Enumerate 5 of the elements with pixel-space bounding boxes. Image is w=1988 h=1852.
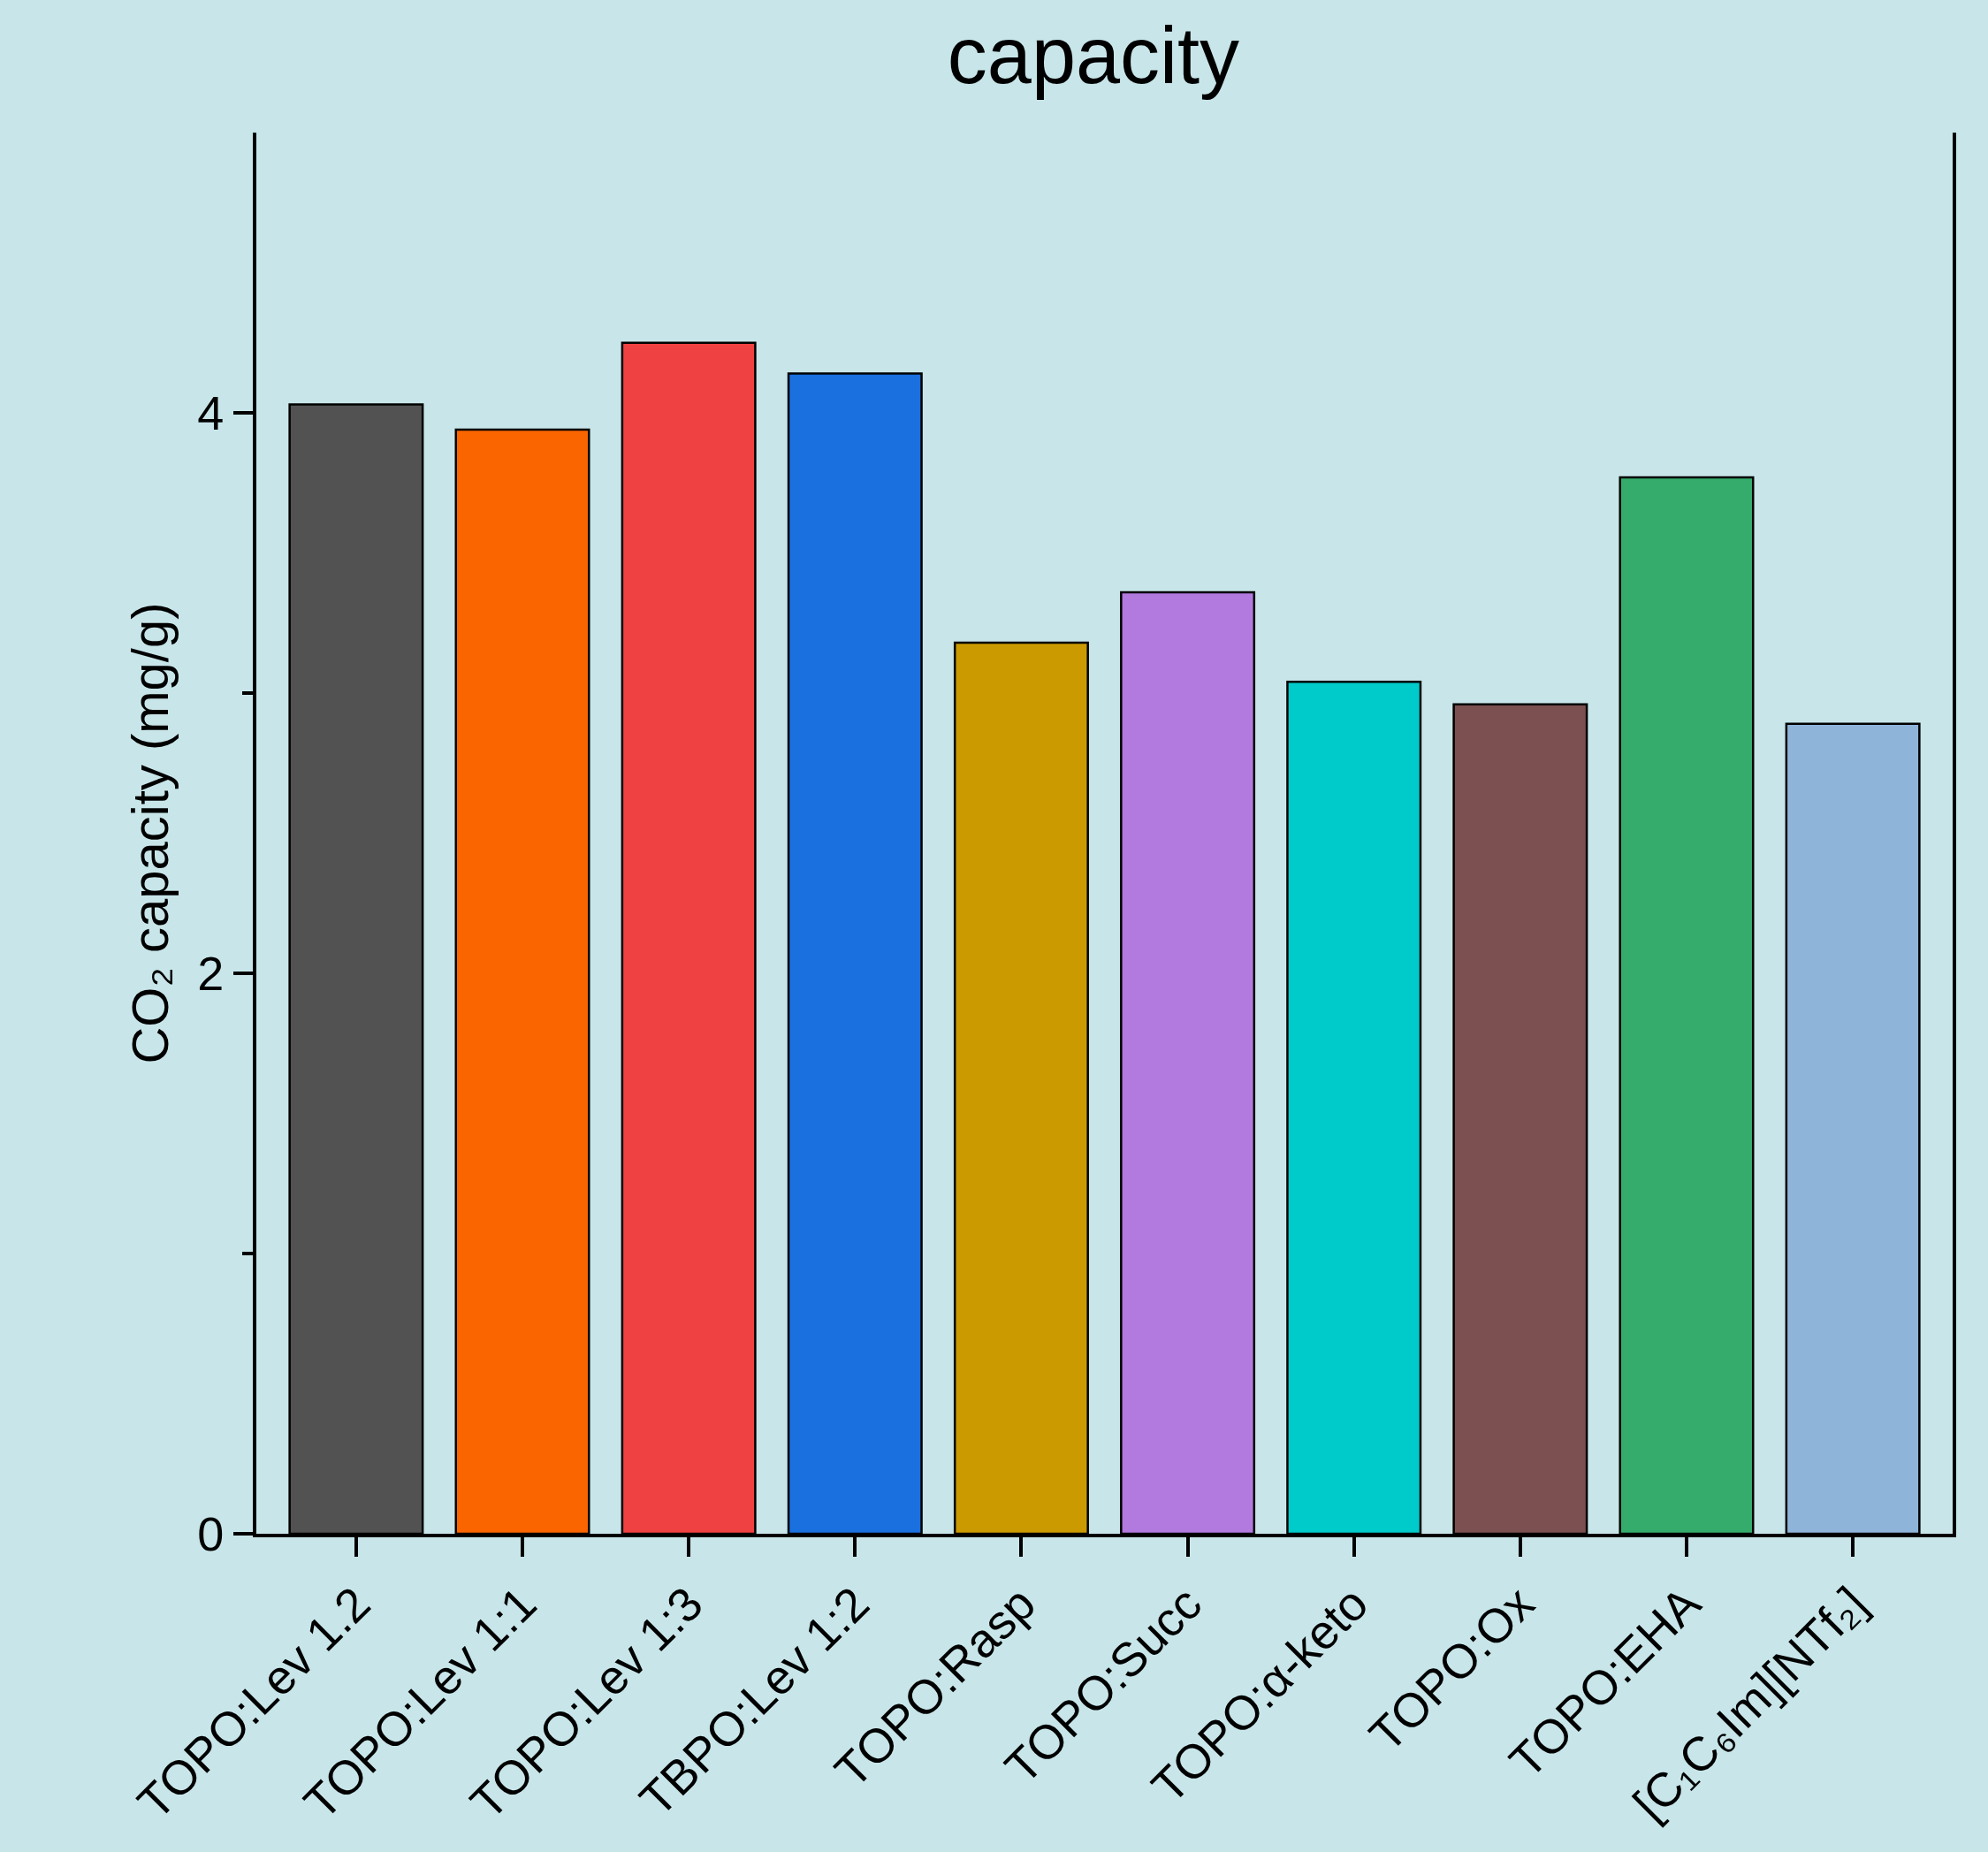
y-axis-title: CO₂ capacity (mg/g)	[120, 602, 179, 1064]
y-tick-label: 0	[197, 1506, 225, 1560]
chart-title: capacity	[947, 11, 1240, 101]
y-tick-label: 4	[197, 385, 225, 439]
y-tick-label: 2	[197, 946, 225, 1000]
